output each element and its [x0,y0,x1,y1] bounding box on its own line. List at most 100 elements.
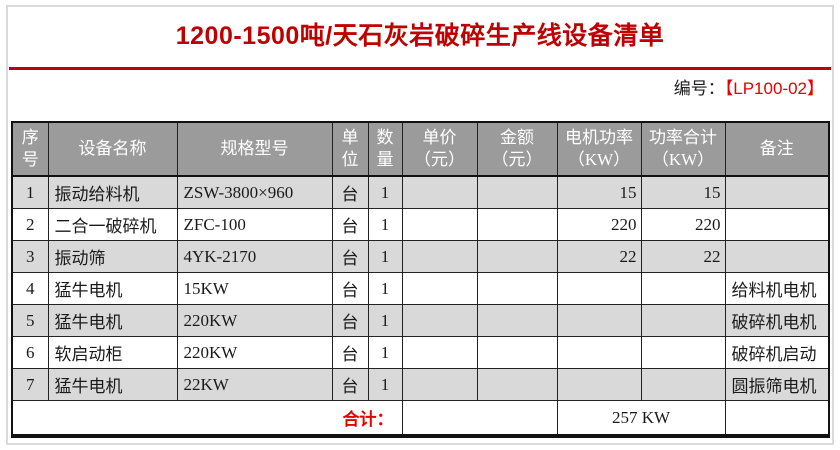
cell-remark: 给料机电机 [724,272,830,305]
cell-name: 振动给料机 [47,175,178,209]
cell-motor-kw: 15 [556,175,642,209]
doc-number: 编号：【LP100-02】 [8,78,824,100]
cell-unit: 台 [331,175,369,209]
cell-model: 220KW [176,304,333,337]
table-row: 6 软启动柜 220KW 台 1 破碎机启动 [11,336,830,369]
cell-motor-kw [556,368,642,401]
cell-name: 猛牛电机 [47,304,178,337]
cell-total-kw: 22 [640,240,726,273]
header-col-total-power: 功率合计 （KW） [640,121,726,177]
cell-qty: 1 [367,208,403,241]
table-row: 3 振动筛 4YK-2170 台 1 22 22 [11,240,830,273]
cell-amount [476,304,558,337]
table-row: 2 二合一破碎机 ZFC-100 台 1 220 220 [11,208,830,241]
total-power-value: 257 KW [556,400,726,437]
title-divider [9,67,831,70]
cell-remark: 破碎机电机 [724,304,830,337]
cell-unit-price [401,272,478,305]
cell-amount [476,175,558,209]
doc-number-value: 【LP100-02】 [724,79,824,98]
cell-model: 22KW [176,368,333,401]
cell-no: 2 [11,208,49,241]
page-container: 1200-1500吨/天石灰岩破碎生产线设备清单 编号：【LP100-02】 序… [6,5,834,445]
cell-amount [476,272,558,305]
table-row: 4 猛牛电机 15KW 台 1 给料机电机 [11,272,830,305]
cell-amount [476,368,558,401]
equipment-table-body: 1 振动给料机 ZSW-3800×960 台 1 15 15 2 二合一破碎机 ZFC-100 台 1… [11,175,830,401]
cell-unit: 台 [331,368,369,401]
cell-remark: 破碎机启动 [724,336,830,369]
header-col-amount: 金额 （元） [476,121,558,177]
equipment-table: 序 号 设备名称 规格型号 单 位 数 量 单价 （元） 金额 （元） 电机功率… [11,121,830,438]
cell-no: 3 [11,240,49,273]
cell-name: 振动筛 [47,240,178,273]
cell-no: 6 [11,336,49,369]
cell-unit-price [401,368,478,401]
table-row: 1 振动给料机 ZSW-3800×960 台 1 15 15 [11,175,830,209]
table-row: 5 猛牛电机 220KW 台 1 破碎机电机 [11,304,830,337]
cell-total-kw [640,368,726,401]
cell-motor-kw [556,336,642,369]
cell-total-kw [640,304,726,337]
cell-unit: 台 [331,272,369,305]
cell-qty: 1 [367,272,403,305]
total-label: 合计： [11,400,403,437]
cell-remark: 圆振筛电机 [724,368,830,401]
cell-amount [476,240,558,273]
cell-qty: 1 [367,304,403,337]
cell-model: 15KW [176,272,333,305]
table-footer-row: 合计： 257 KW [11,400,830,437]
cell-remark [724,208,830,241]
cell-unit: 台 [331,208,369,241]
cell-motor-kw [556,272,642,305]
cell-qty: 1 [367,368,403,401]
cell-name: 猛牛电机 [47,272,178,305]
cell-qty: 1 [367,240,403,273]
cell-total-kw [640,272,726,305]
table-row: 7 猛牛电机 22KW 台 1 圆振筛电机 [11,368,830,401]
page-title: 1200-1500吨/天石灰岩破碎生产线设备清单 [175,22,665,50]
cell-no: 4 [11,272,49,305]
cell-total-kw [640,336,726,369]
doc-number-label: 编号： [673,79,725,98]
cell-unit-price [401,175,478,209]
cell-qty: 1 [367,336,403,369]
cell-unit: 台 [331,336,369,369]
cell-remark [724,240,830,273]
cell-motor-kw: 22 [556,240,642,273]
cell-model: 4YK-2170 [176,240,333,273]
cell-unit-price [401,208,478,241]
footer-empty-remark-cell [724,400,830,437]
cell-no: 7 [11,368,49,401]
cell-amount [476,336,558,369]
cell-unit: 台 [331,304,369,337]
header-col-motor-power: 电机功率 （KW） [556,121,642,177]
cell-unit: 台 [331,240,369,273]
cell-model: ZSW-3800×960 [176,175,333,209]
cell-motor-kw: 220 [556,208,642,241]
cell-remark [724,175,830,209]
cell-no: 1 [11,175,49,209]
header-col-no: 序 号 [11,121,49,177]
cell-unit-price [401,336,478,369]
cell-motor-kw [556,304,642,337]
header-col-unit: 单 位 [331,121,369,177]
cell-no: 5 [11,304,49,337]
cell-name: 猛牛电机 [47,368,178,401]
header-col-model: 规格型号 [176,121,333,177]
cell-model: 220KW [176,336,333,369]
cell-total-kw: 15 [640,175,726,209]
cell-unit-price [401,240,478,273]
cell-name: 软启动柜 [47,336,178,369]
cell-model: ZFC-100 [176,208,333,241]
cell-total-kw: 220 [640,208,726,241]
cell-amount [476,208,558,241]
header-col-unit-price: 单价 （元） [401,121,478,177]
cell-unit-price [401,304,478,337]
cell-qty: 1 [367,175,403,209]
table-header-row: 序 号 设备名称 规格型号 单 位 数 量 单价 （元） 金额 （元） 电机功率… [11,121,830,177]
cell-name: 二合一破碎机 [47,208,178,241]
header-col-remark: 备注 [724,121,830,177]
footer-empty-price-cell [401,400,558,437]
header-col-qty: 数 量 [367,121,403,177]
